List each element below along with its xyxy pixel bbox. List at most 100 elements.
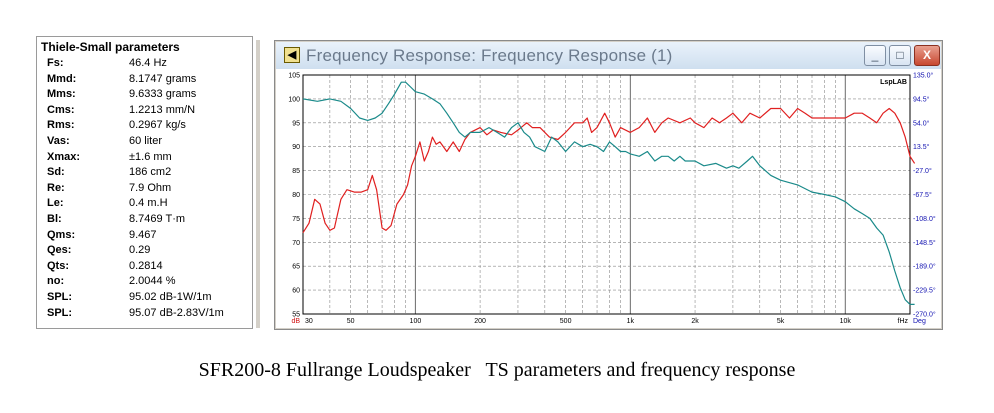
x-tick-label: 200: [474, 318, 486, 325]
ts-param-value: 8.1747 grams: [129, 72, 197, 85]
ts-row: Sd: 186 cm2: [37, 166, 252, 181]
ts-param-value: 1.2213 mm/N: [129, 103, 196, 116]
x-tick-label: 50: [347, 318, 355, 325]
grid: [303, 74, 910, 315]
ts-row: SPL: 95.02 dB-1W/1m: [37, 291, 252, 306]
ts-param-value: ±1.6 mm: [129, 150, 172, 163]
window-titlebar[interactable]: ◀ Frequency Response: Frequency Response…: [276, 42, 941, 69]
ts-param-name: SPL:: [47, 306, 73, 319]
y-tick-label: 75: [292, 216, 300, 223]
x-tick-label: 1k: [627, 318, 635, 325]
frequency-response-window[interactable]: ◀ Frequency Response: Frequency Response…: [274, 40, 943, 330]
ts-param-name: Vas:: [47, 135, 70, 147]
ts-row: Xmax: ±1.6 mm: [37, 151, 252, 166]
ts-param-value: 0.2967 kg/s: [129, 119, 186, 132]
y-tick-label: 95: [292, 120, 300, 127]
ts-param-name: Fs:: [47, 57, 64, 69]
y-tick-label: 100: [288, 96, 300, 103]
tick-labels: 105 100 95 90 85 80 75 70 65 60 55 135.0° 94.5° 54.0°…: [288, 72, 936, 326]
ts-param-value: 60 liter: [129, 135, 163, 147]
ts-row: Bl: 8.7469 T·m: [37, 213, 252, 228]
close-button[interactable]: X: [914, 45, 940, 66]
y2-tick-label: 94.5°: [913, 95, 930, 103]
ts-param-name: Xmax:: [47, 150, 81, 163]
ts-param-value: 95.02 dB-1W/1m: [129, 291, 212, 303]
ts-param-name: no:: [47, 275, 65, 288]
x-tick-label: fHz: [898, 318, 909, 325]
y-tick-label: 65: [292, 264, 300, 271]
ts-param-value: 0.4 m.H: [129, 197, 168, 210]
y2-tick-label: -270.0°: [913, 311, 936, 319]
ts-row: Rms: 0.2967 kg/s: [37, 119, 252, 134]
ts-param-name: Qts:: [47, 259, 69, 272]
y2-tick-label: 13.5°: [913, 143, 930, 151]
x-tick-label: 5k: [777, 318, 785, 325]
y-tick-label: 85: [292, 168, 300, 175]
y2-tick-label: 135.0°: [913, 72, 934, 80]
y-tick-label: 70: [292, 240, 300, 247]
ts-param-name: Re:: [47, 181, 65, 194]
ts-param-name: SPL:: [47, 291, 73, 303]
ts-param-name: Qms:: [47, 228, 76, 241]
x-tick-label: 2k: [691, 318, 699, 325]
ts-row: Le: 0.4 m.H: [37, 197, 252, 212]
ts-param-value: 0.2814: [129, 259, 163, 272]
y-tick-label: 60: [292, 288, 300, 295]
ts-param-value: 95.07 dB-2.83V/1m: [129, 306, 224, 319]
x-tick-label: 500: [560, 318, 572, 325]
ts-row: Cms: 1.2213 mm/N: [37, 104, 252, 119]
y2-tick-label: -148.5°: [913, 239, 936, 247]
ts-row: Vas: 60 liter: [37, 135, 252, 150]
ts-row: Qes: 0.29: [37, 244, 252, 259]
x-tick-label: 10k: [840, 318, 852, 325]
y2-tick-label: 54.0°: [913, 119, 930, 127]
ts-param-name: Mms:: [47, 88, 76, 101]
plot-area[interactable]: 105 100 95 90 85 80 75 70 65 60 55 135.0° 94.5° 54.0°…: [276, 69, 941, 328]
window-left-edge: [256, 40, 260, 328]
y-tick-label: 90: [292, 144, 300, 151]
spl-curve: [302, 107, 916, 234]
ts-param-name: Cms:: [47, 103, 75, 116]
y2-tick-label: -108.0°: [913, 215, 936, 223]
ts-panel-title: Thiele-Small parameters: [41, 40, 180, 54]
ts-row: Re: 7.9 Ohm: [37, 182, 252, 197]
ts-row: Qts: 0.2814: [37, 260, 252, 275]
ts-param-name: Le:: [47, 197, 64, 210]
window-title: Frequency Response: Frequency Response (…: [306, 46, 673, 65]
frequency-response-chart: 105 100 95 90 85 80 75 70 65 60 55 135.0° 94.5° 54.0°…: [288, 72, 936, 326]
ts-row: no: 2.0044 %: [37, 275, 252, 290]
minimize-button[interactable]: _: [864, 45, 886, 66]
x-tick-label: 100: [410, 318, 422, 325]
ts-param-value: 8.7469 T·m: [129, 213, 186, 225]
y-tick-label: 80: [292, 192, 300, 199]
ts-parameters-panel: Thiele-Small parameters Fs: 46.4 Hz Mmd: 8.…: [36, 36, 253, 329]
ts-row: SPL: 95.07 dB-2.83V/1m: [37, 307, 252, 322]
ts-param-name: Sd:: [47, 166, 65, 179]
maximize-button[interactable]: □: [889, 45, 911, 66]
y2-tick-label: -229.5°: [913, 287, 936, 295]
ts-param-value: 46.4 Hz: [129, 57, 167, 69]
x-tick-label: 30: [305, 318, 313, 325]
ts-param-value: 0.29: [129, 244, 151, 257]
series-layer: [302, 81, 916, 305]
ts-row: Mmd: 8.1747 grams: [37, 73, 252, 88]
ts-param-name: Bl:: [47, 213, 62, 225]
ts-param-value: 9.467: [129, 228, 157, 241]
ts-param-value: 2.0044 %: [129, 275, 176, 288]
ts-param-value: 7.9 Ohm: [129, 181, 172, 194]
ts-row: Qms: 9.467: [37, 229, 252, 244]
ts-param-value: 186 cm2: [129, 166, 172, 179]
right-axis-unit: Deg: [913, 318, 926, 325]
ts-param-value: 9.6333 grams: [129, 88, 197, 101]
ts-param-name: Mmd:: [47, 72, 77, 85]
ts-param-name: Rms:: [47, 119, 75, 132]
y2-tick-label: -27.0°: [913, 167, 932, 175]
ts-row: Fs: 46.4 Hz: [37, 57, 252, 72]
plot-frame: [302, 74, 911, 315]
figure-caption: SFR200-8 Fullrange Loudspeaker TS parame…: [198, 359, 796, 381]
y2-tick-label: -67.5°: [913, 191, 932, 199]
y-tick-label: 55: [292, 312, 300, 319]
brand-label: LspLAB: [880, 79, 907, 86]
speaker-icon: ◀: [284, 47, 300, 63]
ts-row: Mms: 9.6333 grams: [37, 88, 252, 103]
